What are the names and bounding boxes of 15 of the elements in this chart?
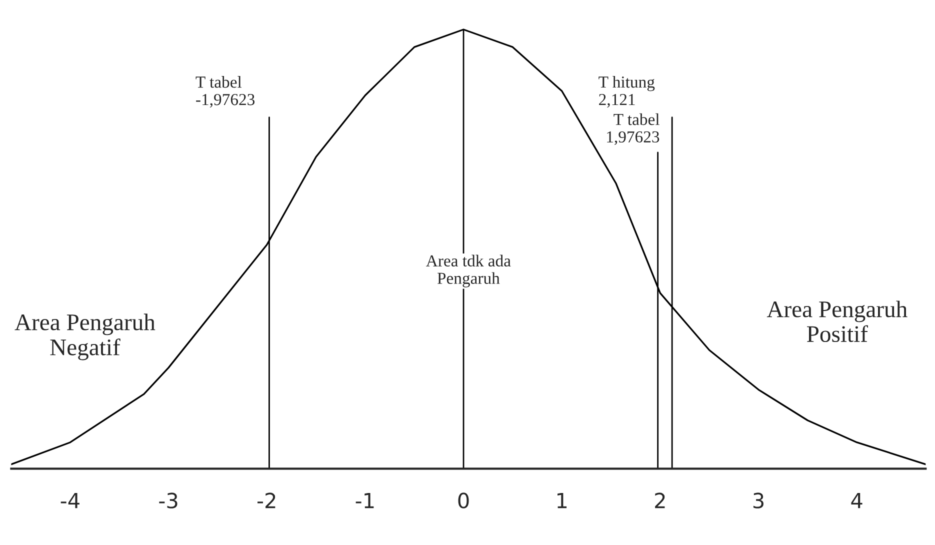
annotation: Area Pengaruh Positif xyxy=(766,300,908,342)
x-tick-label: 1 xyxy=(558,492,567,508)
x-tick-label: 0 xyxy=(458,492,469,508)
ref-line-label: T tabel -1,97623 xyxy=(196,76,255,108)
annotation: Area tdk ada Pengaruh xyxy=(426,254,511,288)
annotation: Area Pengaruh Negatif xyxy=(14,314,156,360)
ref-line-label: T hitung 2,121 xyxy=(598,76,655,108)
x-tick-label: 2 xyxy=(655,492,665,508)
x-tick-label: 3 xyxy=(753,492,764,508)
x-tick-label: -4 xyxy=(60,492,80,508)
x-tick-label: 4 xyxy=(851,492,862,508)
x-tick-label: -2 xyxy=(258,492,276,508)
ref-line-label: T tabel 1,97623 xyxy=(607,113,660,145)
x-tick-label: -1 xyxy=(356,492,374,508)
x-tick-label: -3 xyxy=(159,492,178,508)
